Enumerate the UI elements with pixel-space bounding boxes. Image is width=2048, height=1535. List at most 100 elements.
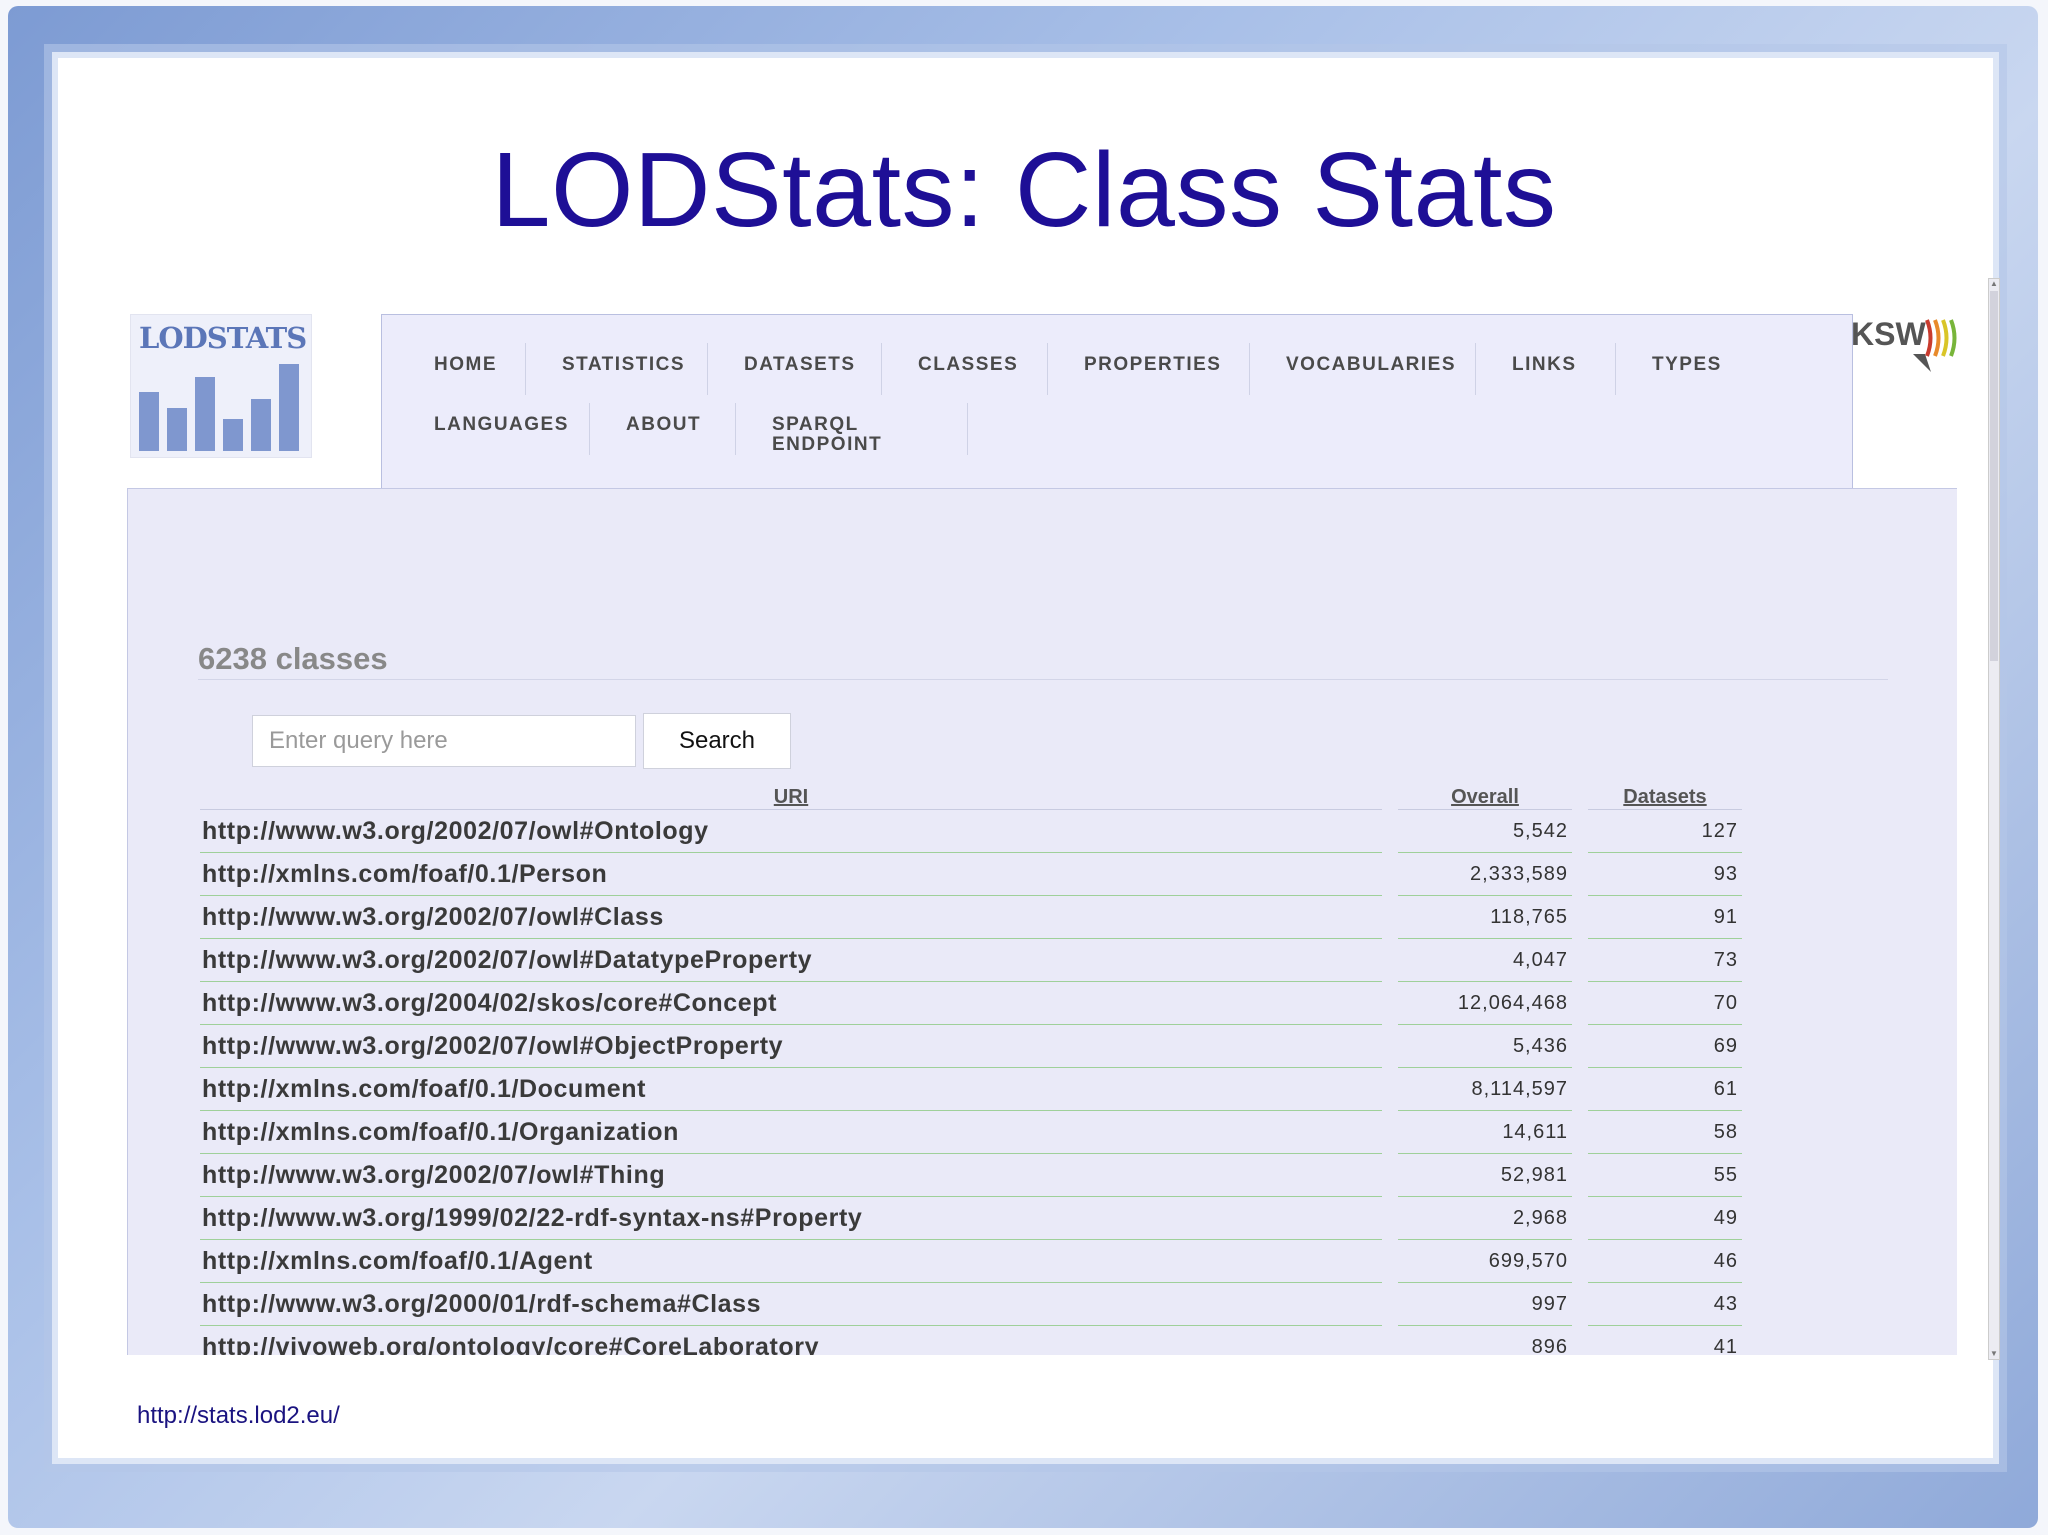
column-gap xyxy=(1572,939,1588,982)
search-button[interactable]: Search xyxy=(643,713,791,769)
aksw-arc xyxy=(1941,319,1949,357)
content-panel: 6238 classes Search URI Overall Datasets… xyxy=(127,488,1957,1355)
dataset-count: 46 xyxy=(1588,1240,1742,1283)
column-gap xyxy=(1382,781,1398,810)
class-stats-table: URI Overall Datasets http://www.w3.org/2… xyxy=(200,781,1742,1355)
dataset-count: 69 xyxy=(1588,1025,1742,1068)
class-uri-link[interactable]: http://www.w3.org/1999/02/22-rdf-syntax-… xyxy=(200,1197,1382,1240)
table-row[interactable]: http://www.w3.org/2002/07/owl#ObjectProp… xyxy=(200,1025,1742,1068)
heading-divider xyxy=(198,679,1888,680)
column-gap xyxy=(1382,939,1398,982)
vertical-scrollbar[interactable]: ▲ ▼ xyxy=(1988,278,2000,1360)
column-gap xyxy=(1572,1326,1588,1355)
nav-item-properties[interactable]: PROPERTIES xyxy=(1084,343,1250,395)
column-gap xyxy=(1382,810,1398,853)
column-gap xyxy=(1572,1240,1588,1283)
column-gap xyxy=(1572,1154,1588,1197)
table-row[interactable]: http://xmlns.com/foaf/0.1/Organization 14… xyxy=(200,1111,1742,1154)
column-gap xyxy=(1572,1025,1588,1068)
logo-bar xyxy=(251,399,271,451)
table-row[interactable]: http://xmlns.com/foaf/0.1/Person 2,333,58… xyxy=(200,853,1742,896)
column-gap xyxy=(1572,853,1588,896)
overall-count: 896 xyxy=(1398,1326,1572,1356)
class-uri-link[interactable]: http://xmlns.com/foaf/0.1/Agent xyxy=(200,1240,1382,1283)
table-row[interactable]: http://www.w3.org/1999/02/22-rdf-syntax-… xyxy=(200,1197,1742,1240)
class-uri-link[interactable]: http://www.w3.org/2004/02/skos/core#Conc… xyxy=(200,982,1382,1025)
datasets-column-header[interactable]: Datasets xyxy=(1588,781,1742,810)
overall-count: 2,333,589 xyxy=(1398,853,1572,896)
nav-row-primary: HOME STATISTICS DATASETS CLASSES PROPERTIES V… xyxy=(434,343,1768,395)
aksw-arc xyxy=(1925,319,1933,357)
nav-item-classes[interactable]: CLASSES xyxy=(918,343,1048,395)
dataset-count: 91 xyxy=(1588,896,1742,939)
nav-row-secondary: LANGUAGES ABOUT SPARQL ENDPOINT xyxy=(434,403,1004,455)
class-uri-link[interactable]: http://vivoweb.org/ontology/core#CoreLab… xyxy=(200,1326,1382,1356)
nav-item-vocabularies[interactable]: VOCABULARIES xyxy=(1286,343,1476,395)
aksw-speech-bubble-icon xyxy=(1855,319,1957,372)
class-uri-link[interactable]: http://www.w3.org/2000/01/rdf-schema#Cla… xyxy=(200,1283,1382,1326)
class-uri-link[interactable]: http://www.w3.org/2002/07/owl#Ontology xyxy=(200,810,1382,853)
class-uri-link[interactable]: http://xmlns.com/foaf/0.1/Person xyxy=(200,853,1382,896)
class-uri-link[interactable]: http://www.w3.org/2002/07/owl#Class xyxy=(200,896,1382,939)
logo-bar xyxy=(139,392,159,451)
table-body: http://www.w3.org/2002/07/owl#Ontology 5,… xyxy=(200,810,1742,1355)
logo-bar xyxy=(195,377,215,451)
table-row[interactable]: http://www.w3.org/2002/07/owl#Class 118,7… xyxy=(200,896,1742,939)
lodstats-logo[interactable]: LODSTATS xyxy=(130,314,312,458)
overall-count: 5,436 xyxy=(1398,1025,1572,1068)
dataset-count: 73 xyxy=(1588,939,1742,982)
table-row[interactable]: http://www.w3.org/2004/02/skos/core#Conc… xyxy=(200,982,1742,1025)
class-count-heading: 6238 classes xyxy=(198,641,388,676)
overall-count: 4,047 xyxy=(1398,939,1572,982)
dataset-count: 70 xyxy=(1588,982,1742,1025)
column-gap xyxy=(1382,1025,1398,1068)
column-gap xyxy=(1382,1240,1398,1283)
column-gap xyxy=(1572,781,1588,810)
table-row[interactable]: http://xmlns.com/foaf/0.1/Document 8,114,… xyxy=(200,1068,1742,1111)
overall-count: 14,611 xyxy=(1398,1111,1572,1154)
class-uri-link[interactable]: http://www.w3.org/2002/07/owl#ObjectProp… xyxy=(200,1025,1382,1068)
uri-column-header[interactable]: URI xyxy=(200,781,1382,810)
column-gap xyxy=(1572,1068,1588,1111)
table-row[interactable]: http://www.w3.org/2002/07/owl#Thing 52,98… xyxy=(200,1154,1742,1197)
nav-item-sparql-endpoint[interactable]: SPARQL ENDPOINT xyxy=(772,403,968,455)
class-uri-link[interactable]: http://www.w3.org/2002/07/owl#DatatypePr… xyxy=(200,939,1382,982)
column-gap xyxy=(1572,1197,1588,1240)
overall-count: 5,542 xyxy=(1398,810,1572,853)
column-gap xyxy=(1572,1283,1588,1326)
nav-item-about[interactable]: ABOUT xyxy=(626,403,736,455)
scroll-down-icon[interactable]: ▼ xyxy=(1990,1349,1998,1358)
class-uri-link[interactable]: http://www.w3.org/2002/07/owl#Thing xyxy=(200,1154,1382,1197)
table-row[interactable]: http://vivoweb.org/ontology/core#CoreLab… xyxy=(200,1326,1742,1356)
nav-item-datasets[interactable]: DATASETS xyxy=(744,343,882,395)
column-gap xyxy=(1382,1326,1398,1355)
aksw-arc xyxy=(1949,319,1957,357)
column-gap xyxy=(1382,1283,1398,1326)
column-gap xyxy=(1382,1154,1398,1197)
nav-item-home[interactable]: HOME xyxy=(434,343,526,395)
table-row[interactable]: http://www.w3.org/2002/07/owl#Ontology 5,… xyxy=(200,810,1742,853)
aksw-logo[interactable]: KSW xyxy=(1851,310,1957,380)
table-header-row: URI Overall Datasets xyxy=(200,781,1742,810)
column-gap xyxy=(1572,982,1588,1025)
lodstats-website: LODSTATS HOME STATISTICS DATASETS CLASSES PR… xyxy=(127,310,1957,1355)
logo-text: LODSTATS xyxy=(139,321,307,355)
dataset-count: 58 xyxy=(1588,1111,1742,1154)
footer-url-link[interactable]: http://stats.lod2.eu/ xyxy=(137,1402,340,1429)
nav-item-statistics[interactable]: STATISTICS xyxy=(562,343,708,395)
table-row[interactable]: http://xmlns.com/foaf/0.1/Agent 699,570 46 xyxy=(200,1240,1742,1283)
nav-item-languages[interactable]: LANGUAGES xyxy=(434,403,590,455)
search-input[interactable] xyxy=(252,715,636,767)
table-row[interactable]: http://www.w3.org/2000/01/rdf-schema#Cla… xyxy=(200,1283,1742,1326)
nav-item-types[interactable]: TYPES xyxy=(1652,354,1722,375)
overall-column-header[interactable]: Overall xyxy=(1398,781,1572,810)
class-uri-link[interactable]: http://xmlns.com/foaf/0.1/Document xyxy=(200,1068,1382,1111)
logo-bar xyxy=(279,364,299,451)
scroll-up-icon[interactable]: ▲ xyxy=(1990,279,1998,288)
dataset-count: 127 xyxy=(1588,810,1742,853)
scrollbar-thumb[interactable] xyxy=(1990,291,1998,661)
class-uri-link[interactable]: http://xmlns.com/foaf/0.1/Organization xyxy=(200,1111,1382,1154)
nav-item-links[interactable]: LINKS xyxy=(1512,343,1616,395)
column-gap xyxy=(1382,853,1398,896)
table-row[interactable]: http://www.w3.org/2002/07/owl#DatatypePr… xyxy=(200,939,1742,982)
